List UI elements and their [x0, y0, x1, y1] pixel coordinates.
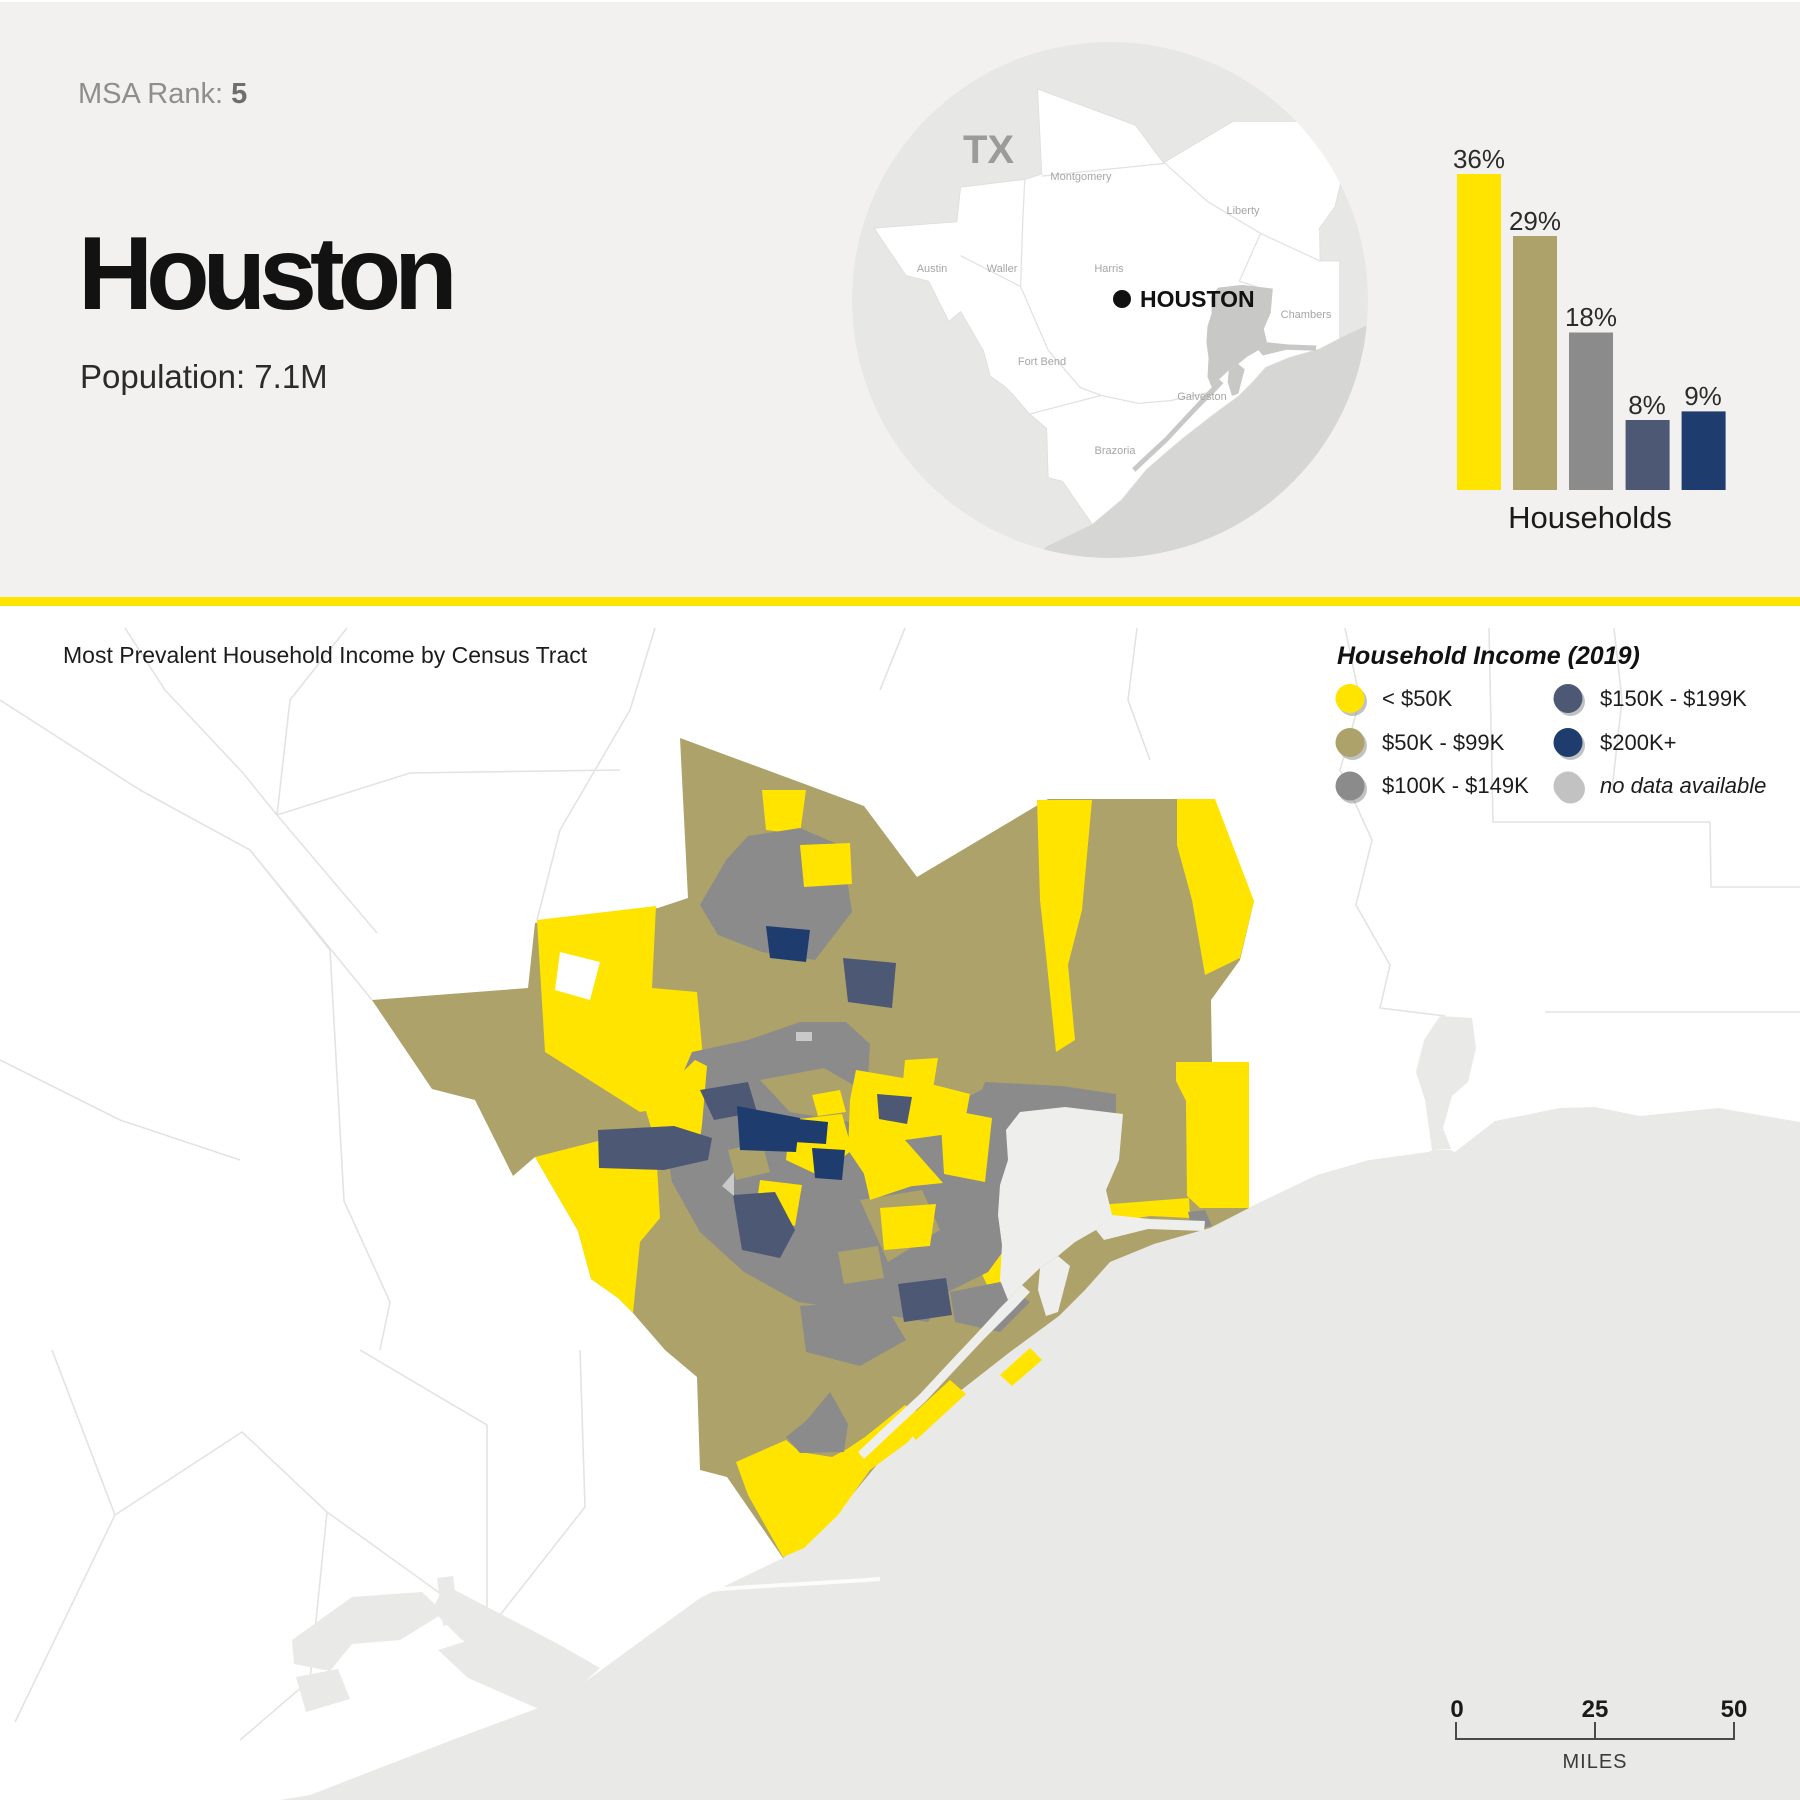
svg-text:$200K+: $200K+: [1600, 730, 1676, 755]
svg-text:9%: 9%: [1684, 381, 1722, 411]
svg-text:Harris: Harris: [1094, 263, 1124, 275]
svg-text:Chambers: Chambers: [1281, 309, 1332, 321]
svg-text:Fort Bend: Fort Bend: [1018, 356, 1066, 368]
svg-text:36%: 36%: [1453, 144, 1505, 174]
svg-text:Montgomery: Montgomery: [1050, 171, 1112, 183]
svg-text:Households: Households: [1508, 500, 1672, 535]
svg-text:$150K - $199K: $150K - $199K: [1600, 686, 1747, 711]
svg-text:Waller: Waller: [987, 263, 1018, 275]
svg-text:$100K - $149K: $100K - $149K: [1382, 773, 1529, 798]
svg-text:Galveston: Galveston: [1177, 391, 1227, 403]
svg-text:MILES: MILES: [1562, 1751, 1627, 1773]
svg-text:$50K - $99K: $50K - $99K: [1382, 730, 1505, 755]
svg-text:Most Prevalent Household Incom: Most Prevalent Household Income by Censu…: [63, 642, 588, 668]
svg-text:25: 25: [1582, 1696, 1609, 1723]
svg-text:HOUSTON: HOUSTON: [1140, 286, 1255, 312]
svg-text:< $50K: < $50K: [1382, 686, 1453, 711]
svg-text:Houston: Houston: [78, 216, 452, 332]
svg-text:MSA Rank: 5: MSA Rank: 5: [78, 78, 247, 110]
svg-text:8%: 8%: [1628, 390, 1666, 420]
svg-text:Austin: Austin: [917, 263, 948, 275]
svg-text:TX: TX: [963, 128, 1014, 172]
svg-text:50: 50: [1721, 1696, 1748, 1723]
svg-text:no data available: no data available: [1600, 773, 1766, 798]
svg-text:Brazoria: Brazoria: [1095, 445, 1137, 457]
svg-text:29%: 29%: [1509, 206, 1561, 236]
svg-text:Household Income (2019): Household Income (2019): [1337, 642, 1640, 670]
svg-text:18%: 18%: [1565, 302, 1617, 332]
svg-text:0: 0: [1450, 1696, 1463, 1723]
svg-text:Liberty: Liberty: [1226, 205, 1260, 217]
svg-text:Population: 7.1M: Population: 7.1M: [80, 358, 328, 395]
